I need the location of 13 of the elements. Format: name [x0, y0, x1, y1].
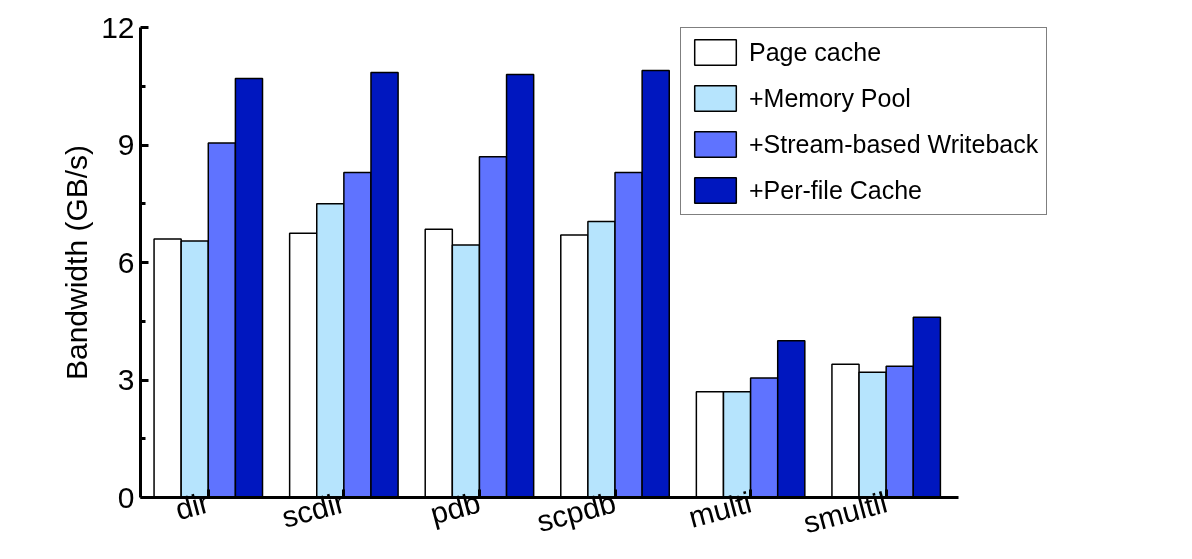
- y-axis-title: Bandwidth (GB/s): [60, 144, 94, 381]
- legend-label: +Stream-based Writeback: [749, 129, 1039, 159]
- y-tick-label: 0: [117, 480, 135, 514]
- x-tick-label: scdir: [278, 485, 349, 534]
- legend-label: Page cache: [749, 37, 882, 67]
- x-tick-label: smultil: [799, 485, 891, 540]
- y-tick-label: 3: [117, 363, 135, 396]
- y-tick-label: 9: [117, 128, 135, 161]
- x-tick-label: scpdb: [533, 485, 620, 539]
- legend-label: +Memory Pool: [749, 83, 911, 113]
- y-tick-label: 6: [117, 245, 135, 279]
- legend-label: +Per-file Cache: [749, 175, 922, 205]
- y-tick-label: 12: [101, 10, 135, 44]
